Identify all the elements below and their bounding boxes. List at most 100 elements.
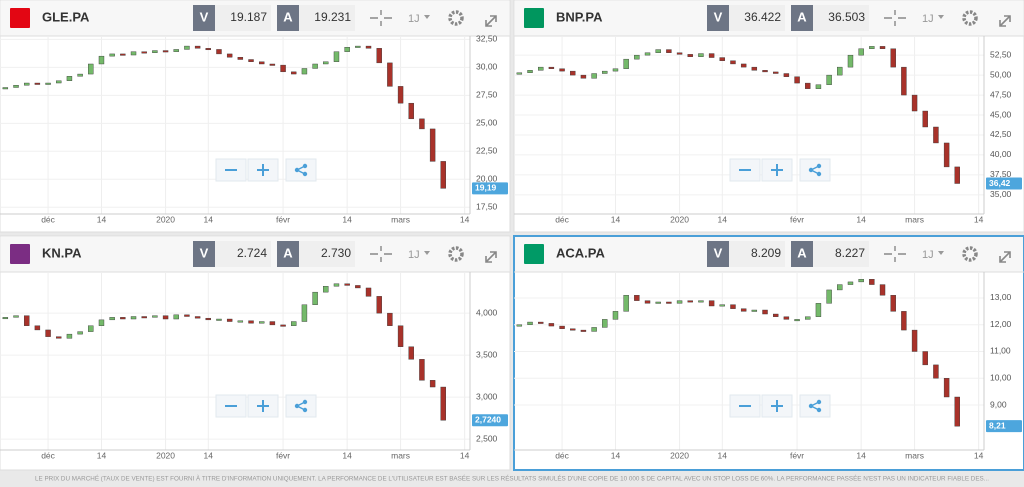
x-tick-label: févr bbox=[276, 450, 290, 460]
candle bbox=[826, 74, 832, 85]
candle bbox=[56, 80, 62, 84]
period-selector[interactable]: 1J bbox=[408, 13, 420, 25]
share-button[interactable] bbox=[285, 158, 317, 182]
expand-icon[interactable] bbox=[485, 15, 497, 27]
candle bbox=[623, 58, 629, 69]
price-value: 19.187 bbox=[230, 10, 267, 24]
candle bbox=[527, 70, 533, 73]
logo bbox=[524, 244, 544, 264]
period-selector[interactable]: 1J bbox=[408, 249, 420, 261]
candle bbox=[152, 315, 158, 318]
y-tick-label: 4,000 bbox=[476, 307, 498, 317]
expand-icon[interactable] bbox=[999, 251, 1011, 263]
last-price-tag bbox=[472, 414, 508, 427]
chart-panel[interactable]: KN.PA V 2.724 A 2.730 1J déc 14 2020 14 févr 14 mars… bbox=[0, 235, 511, 471]
settings-icon[interactable] bbox=[448, 10, 464, 26]
chart-panel[interactable]: GLE.PA V 19.187 A 19.231 1J déc 14 2020 14 févr 14 m… bbox=[0, 0, 511, 233]
settings-icon[interactable] bbox=[448, 246, 464, 262]
candle bbox=[516, 72, 523, 75]
candle bbox=[591, 327, 597, 332]
logo bbox=[10, 244, 30, 264]
chart-panel[interactable]: ACA.PA V 8.209 A 8.227 1J déc 14 2020 14 févr 14 mar… bbox=[513, 235, 1024, 471]
candle bbox=[527, 321, 533, 325]
dropdown-arrow bbox=[938, 15, 944, 19]
y-tick-label: 10,00 bbox=[990, 373, 1012, 383]
period-selector[interactable]: 1J bbox=[922, 249, 934, 261]
candle bbox=[248, 320, 254, 324]
x-tick-label: mars bbox=[905, 450, 924, 460]
candle bbox=[248, 59, 254, 62]
candle bbox=[120, 53, 126, 56]
candle bbox=[805, 316, 811, 320]
crosshair-button[interactable] bbox=[370, 10, 392, 26]
candle bbox=[301, 304, 308, 322]
y-tick-label: 3,500 bbox=[476, 349, 498, 359]
crosshair-button[interactable] bbox=[884, 10, 906, 26]
settings-icon[interactable] bbox=[962, 246, 978, 262]
candle bbox=[88, 63, 94, 75]
chart-panel[interactable]: BNP.PA V 36.422 A 36.503 1J déc 14 2020 14 févr 14 m… bbox=[513, 0, 1024, 233]
candle bbox=[88, 325, 94, 332]
expand-icon[interactable] bbox=[485, 251, 497, 263]
share-button[interactable] bbox=[285, 394, 317, 418]
x-tick-label: 14 bbox=[856, 214, 866, 224]
price-tag-label: A bbox=[797, 245, 807, 260]
crosshair-button[interactable] bbox=[884, 246, 906, 262]
candle bbox=[858, 279, 864, 283]
share-button[interactable] bbox=[799, 394, 831, 418]
candle bbox=[120, 317, 126, 320]
candle bbox=[591, 73, 597, 79]
candle bbox=[226, 53, 233, 58]
share-dot bbox=[302, 171, 308, 177]
y-tick-label: 13,00 bbox=[990, 292, 1012, 302]
candle bbox=[943, 378, 950, 398]
x-tick-label: 14 bbox=[611, 214, 621, 224]
price-tag-label: A bbox=[283, 245, 293, 260]
candle bbox=[612, 68, 619, 72]
candle bbox=[45, 82, 51, 85]
candle bbox=[666, 301, 672, 304]
candle bbox=[570, 328, 576, 331]
plus-icon bbox=[771, 400, 783, 412]
price-tag-label: V bbox=[714, 245, 723, 260]
x-tick-label: févr bbox=[790, 450, 804, 460]
last-price-tag bbox=[472, 182, 508, 195]
candle bbox=[173, 314, 179, 320]
price-value: 2.724 bbox=[237, 246, 267, 260]
settings-icon[interactable] bbox=[962, 10, 978, 26]
share-dot bbox=[302, 163, 308, 169]
price-box bbox=[813, 241, 869, 267]
share-dot bbox=[294, 403, 300, 409]
candle bbox=[376, 296, 382, 314]
y-tick-label: 30,00 bbox=[476, 62, 498, 72]
candle bbox=[869, 279, 875, 285]
zoom-controls bbox=[215, 158, 317, 182]
candle bbox=[45, 329, 51, 337]
candle bbox=[847, 54, 854, 68]
candle bbox=[644, 300, 651, 304]
y-tick-label: 11,00 bbox=[990, 346, 1011, 356]
y-tick-label: 17,50 bbox=[476, 202, 498, 212]
candle bbox=[879, 46, 886, 49]
candle bbox=[77, 73, 83, 77]
candle bbox=[34, 82, 41, 85]
y-tick-label: 42,50 bbox=[990, 129, 1012, 139]
y-tick-label: 27,50 bbox=[476, 90, 498, 100]
x-tick-label: 14 bbox=[856, 450, 866, 460]
candle bbox=[2, 87, 9, 90]
last-price-label: 19,19 bbox=[475, 183, 497, 193]
candle bbox=[56, 336, 62, 339]
crosshair-button[interactable] bbox=[370, 246, 392, 262]
period-selector[interactable]: 1J bbox=[922, 13, 934, 25]
expand-icon[interactable] bbox=[999, 15, 1011, 27]
share-dot bbox=[816, 163, 822, 169]
share-button[interactable] bbox=[799, 158, 831, 182]
candle bbox=[655, 49, 661, 53]
candle bbox=[98, 319, 105, 326]
ticker: BNP.PA bbox=[556, 9, 603, 24]
candle bbox=[762, 309, 768, 315]
price-tag-label: V bbox=[714, 9, 723, 24]
candle bbox=[911, 329, 918, 352]
plus-icon bbox=[257, 400, 269, 412]
